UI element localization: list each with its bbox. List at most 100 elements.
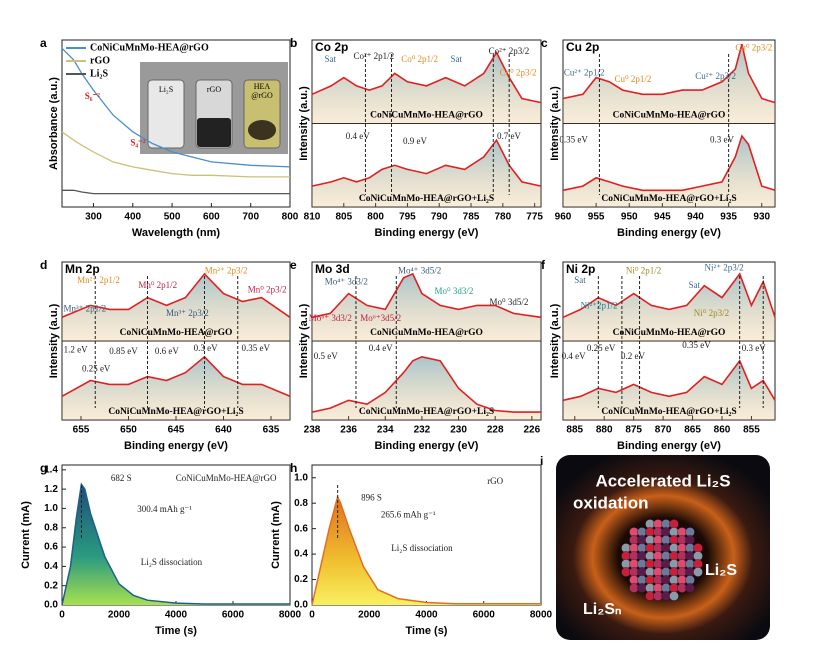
x-tick-label: 2000 [108,610,131,621]
annotation: Cu²⁺ 2p3/2 [695,71,736,81]
area-line [61,482,290,606]
x-tick-label: 0 [59,610,65,621]
x-tick-label: 8000 [530,610,553,621]
legend-label: CoNiCuMnMo-HEA@rGO [90,42,209,53]
x-tick-label: 860 [714,425,731,436]
series-line [61,131,290,178]
annotation: Cu⁰ 2p1/2 [615,74,652,84]
illustration-title: oxidation [573,493,649,512]
annotation: 0.4 eV [562,351,586,361]
series-label: CoNiCuMnMo-HEA@rGO [370,328,483,338]
panel-label: a [40,36,47,50]
x-tick-label: 875 [625,425,642,436]
plot-frame [61,39,291,208]
annotation: Mn²⁺ 2p3/2 [205,266,248,276]
annotation: Mo⁴⁺ 3d5/2 [398,266,441,276]
annotation: Mn⁰ 2p3/2 [248,285,287,295]
y-axis-label: Absorbance (a.u.) [48,77,60,170]
panel-label: d [40,258,47,272]
series-line [562,134,776,192]
series-line [562,272,776,319]
atom [685,583,695,593]
x-tick-label: 635 [263,425,280,436]
panel-title: Cu 2p [566,40,599,54]
x-tick-label: 236 [340,425,357,436]
annotation: Mo⁶⁺3d5/2 [360,313,401,323]
annotation: S₆⁻² [85,91,100,101]
annotation: Mn³⁺ 2p1/2 [63,303,106,313]
x-tick-label: 800 [282,212,299,223]
x-tick-label: 600 [203,212,220,223]
x-axis-label: Binding energy (eV) [617,440,721,452]
series-line [311,50,542,104]
annotation: 0.5 eV [314,351,338,361]
annotation: 896 S [361,493,382,503]
x-tick-label: 805 [335,212,352,223]
series-label: CoNiCuMnMo-HEA@rGO [120,328,233,338]
y-axis-label: Intensity (a.u.) [549,303,561,378]
spectrum-fill [563,44,775,124]
annotation: Mn⁰ 2p1/2 [138,280,177,290]
area-fill [62,484,290,605]
annotation: 0.4 eV [369,343,393,353]
inset-label: Li₂S [159,85,173,94]
panel-title: Ni 2p [566,262,595,276]
annotation: Ni⁰ 2p3/2 [694,308,729,318]
panel-label: f [541,258,546,272]
annotation: 0.85 eV [109,346,138,356]
annotation: CoNiCuMnMo-HEA@rGO [176,473,277,483]
x-tick-label: 785 [463,212,480,223]
annotation: Sat [689,280,701,290]
x-tick-label: 6000 [473,610,496,621]
series-line [61,355,291,398]
particle [621,519,703,601]
series-label: CoNiCuMnMo-HEA@rGO+Li₂S [601,194,736,204]
spectrum-fill [312,52,541,124]
x-tick-label: 880 [596,425,613,436]
annotation: 0.2 eV [621,351,645,361]
annotation: 0.35 eV [682,340,711,350]
annotation: Li₂S dissociation [391,543,453,553]
annotation: Cu⁰ 2p3/2 [735,42,772,52]
x-tick-label: 810 [304,212,321,223]
series-line [311,272,542,319]
x-tick-label: 226 [523,425,540,436]
x-tick-label: 400 [124,212,141,223]
x-axis-label: Wavelength (nm) [132,227,221,239]
x-axis-label: Binding energy (eV) [617,227,721,239]
annotation: Mo⁴⁺ 3d3/2 [325,277,368,287]
x-tick-label: 2000 [358,610,381,621]
annotation: 0.4 eV [346,131,370,141]
y-tick-label: 1.4 [44,464,58,475]
illustration-title: Accelerated Li₂S [595,471,730,490]
atom [669,591,679,601]
y-tick-label: 1.0 [44,503,58,514]
panel-title: Co 2p [315,40,348,54]
spectrum-fill [312,273,541,341]
x-tick-label: 300 [85,212,102,223]
annotation: Mo⁰ 3d5/2 [490,297,529,307]
panel: e Mo 3d Binding energy (eV) Intensity (a.u.… [290,258,542,452]
series-label: CoNiCuMnMo-HEA@rGO [613,328,726,338]
annotation: 265.6 mAh g⁻¹ [381,509,436,519]
x-tick-label: 955 [588,212,605,223]
panel-label: g [40,461,47,475]
annotation: Sat [325,54,337,64]
legend-label: rGO [90,55,110,66]
series-label: CoNiCuMnMo-HEA@rGO+Li₂S [108,407,243,417]
y-tick-label: 0.8 [44,522,58,533]
panel-title: Mo 3d [315,262,350,276]
x-axis-label: Binding energy (eV) [375,440,479,452]
x-tick-label: 232 [414,425,431,436]
x-tick-label: 8000 [279,610,302,621]
panel-label: b [290,36,297,50]
x-tick-label: 950 [621,212,638,223]
legend-label: Li₂S [90,68,108,79]
annotation: 0.6 eV [155,346,179,356]
annotation: 0.9 eV [403,136,427,146]
annotation: 0.3 eV [710,134,734,144]
x-tick-label: 885 [566,425,583,436]
atom [693,567,703,577]
